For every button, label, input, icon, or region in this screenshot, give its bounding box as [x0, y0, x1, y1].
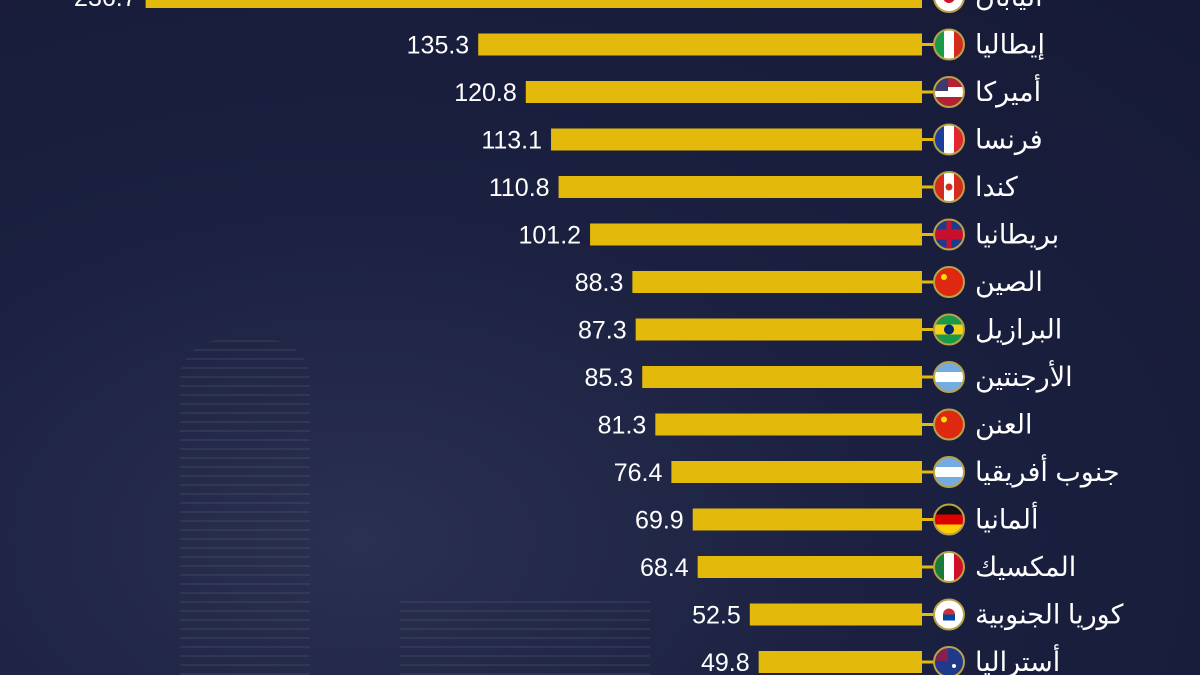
bar-row: 49.8 أستراليا [701, 644, 1060, 675]
bar-row: 236.7 اليابان [74, 0, 1043, 13]
value-label: 113.1 [481, 127, 542, 155]
flag-ring [933, 266, 965, 298]
bar [642, 366, 922, 388]
canada-flag-icon [934, 172, 964, 202]
bar [632, 271, 922, 293]
country-label: بريطانيا [975, 220, 1059, 251]
italy-flag-icon [934, 29, 964, 60]
bar [749, 603, 922, 626]
bar [478, 33, 922, 56]
value-label: 69.9 [635, 507, 684, 535]
country-label: المكسيك [975, 552, 1076, 582]
bar-row: 113.1 فرنسا [481, 123, 1043, 156]
value-label: 52.5 [692, 602, 741, 630]
bar-row: 110.8 كندا [489, 171, 1018, 203]
country-label: العنن [975, 410, 1032, 441]
value-label: 87.3 [578, 317, 627, 345]
value-label: 76.4 [614, 459, 663, 487]
country-label: كوريا الجنوبية [975, 600, 1124, 631]
country-label: الصين [975, 267, 1043, 298]
bar-row: 87.3 البرازيل [578, 313, 1062, 346]
bar [655, 413, 922, 436]
country-label: أستراليا [975, 644, 1060, 675]
flag-ring [933, 28, 965, 61]
value-label: 135.3 [407, 32, 470, 60]
value-label: 101.2 [519, 222, 582, 250]
bar [692, 508, 922, 531]
bar-row: 101.2 بريطانيا [519, 218, 1059, 251]
bar [525, 81, 922, 103]
bar-row: 68.4 المكسيك [640, 551, 1076, 583]
country-label: إيطاليا [975, 30, 1045, 61]
france-flag-icon [934, 124, 964, 155]
bar-row: 135.3 إيطاليا [407, 28, 1045, 61]
mexico-flag-icon [934, 552, 964, 582]
country-label: البرازيل [975, 315, 1062, 346]
bar [697, 556, 922, 578]
flag-ring [933, 456, 965, 488]
country-label: ألمانيا [975, 502, 1038, 535]
uk-flag-icon [934, 219, 964, 250]
flag-ring [933, 0, 965, 13]
flag-ring [933, 361, 965, 393]
country-label: أميركا [975, 74, 1041, 108]
bar [671, 461, 922, 483]
bar-row: 69.9 ألمانيا [635, 502, 1038, 536]
flag-ring [933, 313, 965, 346]
china-flag-icon [934, 267, 964, 297]
value-label: 49.8 [701, 649, 750, 675]
flag-ring [933, 171, 965, 203]
flag-ring [933, 123, 965, 156]
country-label: جنوب أفريقيا [975, 454, 1120, 488]
germany-flag-icon [934, 504, 964, 535]
country-label: فرنسا [975, 125, 1043, 156]
brazil-flag-icon [934, 314, 964, 345]
bar [145, 0, 922, 8]
background-building [400, 600, 650, 675]
bar [758, 651, 922, 673]
bar-row: 76.4 جنوب أفريقيا [614, 454, 1120, 488]
background-building [180, 340, 310, 675]
south-africa-flag-icon [934, 457, 964, 487]
bar-row: 88.3 الصين [575, 266, 1043, 298]
bar [551, 128, 922, 151]
china-flag-icon [934, 409, 964, 440]
value-label: 88.3 [575, 269, 624, 297]
south-korea-flag-icon [934, 599, 964, 630]
country-label: اليابان [975, 0, 1043, 12]
bar [590, 223, 922, 246]
value-label: 68.4 [640, 554, 689, 582]
bar [558, 176, 922, 198]
flag-ring [933, 551, 965, 583]
flag-ring [933, 76, 965, 108]
bar [635, 318, 922, 341]
japan-flag-icon [934, 0, 964, 12]
country-label: الأرجنتين [975, 360, 1073, 393]
bar-row: 120.8 أميركا [454, 74, 1041, 108]
flag-ring [933, 218, 965, 251]
flag-ring [933, 503, 965, 536]
value-label: 81.3 [598, 412, 647, 440]
value-label: 85.3 [585, 364, 634, 392]
value-label: 110.8 [489, 174, 550, 202]
flag-ring [933, 646, 965, 675]
value-label: 236.7 [74, 0, 137, 12]
argentina-flag-icon [934, 362, 964, 392]
flag-ring [933, 598, 965, 631]
flag-ring [933, 408, 965, 441]
bar-row: 85.3 الأرجنتين [585, 360, 1073, 393]
value-label: 120.8 [454, 79, 517, 107]
bar-row: 81.3 العنن [598, 408, 1032, 441]
bar-row: 52.5 كوريا الجنوبية [692, 598, 1124, 631]
country-label: كندا [975, 172, 1018, 202]
